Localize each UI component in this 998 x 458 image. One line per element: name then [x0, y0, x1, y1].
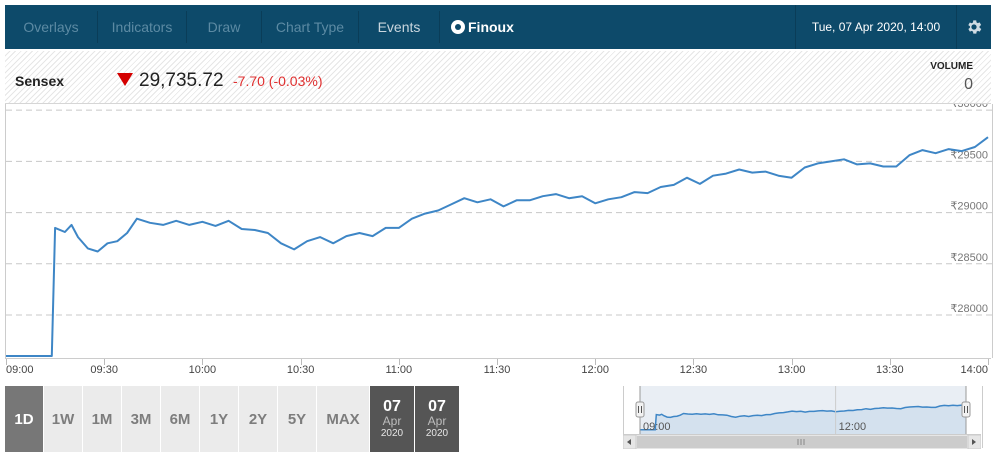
navigator-scrollbar[interactable]	[622, 434, 982, 450]
x-tick-mark	[300, 359, 302, 365]
scroll-right-icon	[972, 439, 976, 445]
date-to-day: 07	[428, 398, 446, 415]
navigator-handle-left[interactable]	[635, 401, 645, 418]
x-tick-label: 11:00	[385, 364, 413, 376]
x-tick-mark	[6, 359, 7, 365]
y-tick-label: ₹28000	[950, 303, 988, 315]
gear-icon	[968, 20, 982, 34]
x-tick-mark	[497, 359, 498, 365]
finoux-logo-icon	[451, 20, 465, 34]
range-selector: 1D 1W 1M 3M 6M 1Y 2Y 5Y MAX 07 Apr 2020 …	[5, 386, 460, 452]
date-from-month: Apr	[382, 414, 402, 428]
date-to-year: 2020	[425, 428, 449, 439]
time-axis: 09:00 09:30 10:00 10:30 11:00 11:30 12:00 12:30…	[5, 358, 991, 383]
price-chart-plot: ₹28000 ₹28500 ₹29000 ₹29500 ₹30000	[6, 98, 992, 357]
navigator-handle-right[interactable]	[961, 401, 971, 418]
tab-divider	[261, 11, 262, 43]
handle-grip-icon	[964, 406, 968, 413]
y-tick-label: ₹30000	[950, 104, 988, 110]
x-tick-mark	[791, 359, 793, 365]
current-datetime: Tue, 07 Apr 2020, 14:00	[795, 5, 957, 49]
date-from-button[interactable]: 07 Apr 2020	[370, 386, 415, 452]
y-tick-label: ₹29500	[950, 149, 988, 161]
tab-divider	[358, 11, 359, 43]
price-change: -7.70 (-0.03%)	[233, 73, 323, 89]
x-tick-mark	[202, 359, 204, 365]
x-tick-mark	[104, 359, 106, 365]
navigator-line	[640, 403, 967, 431]
navigator-tick-label: 09:00	[643, 421, 671, 433]
navigator-plot: 09:00 12:00	[635, 386, 971, 434]
price-line	[6, 136, 989, 357]
tab-events[interactable]: Events	[377, 19, 421, 35]
date-from-year: 2020	[380, 428, 404, 439]
navigator-mask	[640, 386, 966, 434]
range-5y-button[interactable]: 5Y	[278, 386, 317, 452]
x-tick-mark	[988, 359, 989, 365]
volume-value: 0	[964, 76, 973, 93]
x-tick-label: 12:00	[581, 364, 609, 376]
quote-header: Sensex 29,735.72 -7.70 (-0.03%) VOLUME 0	[5, 51, 991, 104]
x-tick-label: 14:00	[960, 364, 988, 376]
y-tick-label: ₹29000	[950, 201, 988, 213]
navigator-area	[640, 403, 966, 434]
x-tick-label: 13:30	[876, 364, 904, 376]
settings-button[interactable]	[957, 5, 991, 49]
x-tick-mark	[693, 359, 695, 365]
range-2y-button[interactable]: 2Y	[239, 386, 278, 452]
tab-overlays[interactable]: Overlays	[23, 19, 79, 35]
price-chart[interactable]: ₹28000 ₹28500 ₹29000 ₹29500 ₹30000	[5, 98, 993, 358]
range-6m-button[interactable]: 6M	[161, 386, 200, 452]
finoux-logo-text: Finoux	[468, 19, 514, 35]
navigator[interactable]: 09:00 12:00	[623, 386, 983, 448]
date-from-day: 07	[383, 398, 401, 415]
navigator-tick-label: 12:00	[839, 421, 867, 433]
range-1d-button[interactable]: 1D	[5, 386, 44, 452]
date-to-month: Apr	[427, 414, 447, 428]
x-tick-label: 13:00	[777, 364, 806, 376]
last-price: 29,735.72	[139, 70, 224, 91]
range-1w-button[interactable]: 1W	[44, 386, 83, 452]
y-tick-label: ₹28500	[950, 252, 988, 264]
x-tick-label: 09:30	[90, 364, 118, 376]
range-3m-button[interactable]: 3M	[122, 386, 161, 452]
x-tick-label: 09:00	[6, 364, 34, 376]
scrollbar-graphic	[622, 434, 982, 450]
scroll-thumb[interactable]	[637, 436, 967, 448]
tab-divider	[439, 11, 440, 43]
x-tick-label: 10:30	[286, 364, 315, 376]
tab-chart-type[interactable]: Chart Type	[275, 19, 345, 35]
finoux-logo: Finoux	[451, 5, 514, 49]
x-tick-label: 10:00	[188, 364, 217, 376]
x-tick-label: 11:30	[483, 364, 511, 376]
grip-icon	[797, 439, 805, 445]
tab-divider	[97, 11, 98, 43]
date-to-button[interactable]: 07 Apr 2020	[415, 386, 460, 452]
x-tick-mark	[398, 359, 400, 365]
range-1y-button[interactable]: 1Y	[200, 386, 239, 452]
x-tick-mark	[595, 359, 597, 365]
x-tick-mark	[889, 359, 891, 365]
tab-draw[interactable]: Draw	[207, 19, 241, 35]
handle-grip-icon	[638, 406, 642, 413]
x-tick-label: 12:30	[679, 364, 708, 376]
scroll-left-icon	[627, 439, 631, 445]
chart-toolbar: Overlays Indicators Draw Chart Type Even…	[5, 5, 991, 49]
symbol-name: Sensex	[15, 73, 65, 89]
tab-divider	[186, 11, 187, 43]
tab-indicators[interactable]: Indicators	[111, 19, 173, 35]
range-1m-button[interactable]: 1M	[83, 386, 122, 452]
range-max-button[interactable]: MAX	[317, 386, 370, 452]
down-arrow-icon	[117, 73, 133, 86]
volume-label: VOLUME	[930, 61, 973, 72]
